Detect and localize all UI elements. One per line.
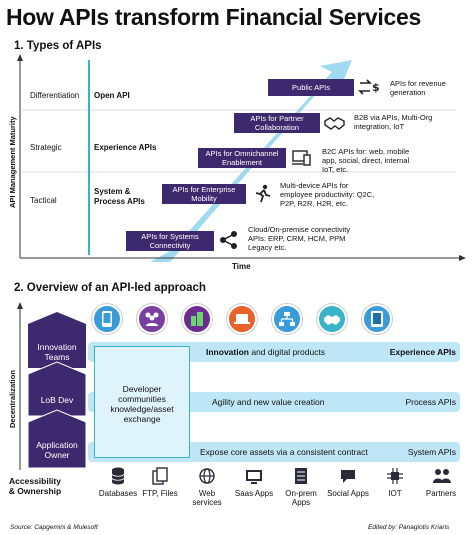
row-level-differentiation: Differentiation <box>30 91 80 100</box>
handshake-icon <box>317 304 347 334</box>
network-icon <box>272 304 302 334</box>
people-icon <box>137 304 167 334</box>
stage-tag-systems-connectivity: APIs for Systems Connectivity <box>126 231 214 251</box>
developer-communities-text: Developer communities knowledge/asset ex… <box>110 384 174 424</box>
bottom-label-on-prem-apps: On-prem Apps <box>285 489 317 507</box>
decentralization-axis <box>17 302 23 470</box>
stage-desc-systems-connectivity: Cloud/On-premise connectivity APIs: ERP,… <box>248 225 351 252</box>
saas-icon <box>243 466 265 486</box>
maturity-chart-axes <box>17 54 466 262</box>
row-level-strategic: Strategic <box>30 143 62 152</box>
handshake-icon <box>324 113 346 133</box>
footer-credit: Edited by: Panagiotis Kriaris <box>368 524 450 531</box>
section1-heading: 1. Types of APIs <box>14 40 102 52</box>
bottom-label-partners: Partners <box>425 489 457 498</box>
stage-desc-enterprise-mobility: Multi-device APIs for employee productiv… <box>280 181 375 208</box>
stage-desc-omnichannel: B2C APIs for: web, mobile app, social, d… <box>322 147 410 174</box>
iot-icon <box>384 466 406 486</box>
developer-communities-box <box>94 346 190 458</box>
stage-tag-partner-collaboration: APIs for Partner Collaboration <box>234 113 320 133</box>
owner-innovation-teams: Innovation Teams <box>37 342 77 362</box>
accountability-label: Accessibility & Ownership <box>8 476 62 496</box>
files-icon <box>149 466 171 486</box>
svg-text:$: $ <box>372 81 380 94</box>
partners-icon <box>431 466 453 486</box>
database-icon <box>107 466 129 486</box>
bottom-label-web-services: Web services <box>192 489 222 507</box>
stage-tag-public-apis: Public APIs <box>268 79 354 96</box>
layer-api-system: System APIs <box>407 447 456 457</box>
server-icon <box>290 466 312 486</box>
stage-desc-partner-collaboration: B2B via APIs, Multi-Org integration, IoT <box>354 113 433 131</box>
layer-api-process: Process APIs <box>405 397 456 407</box>
running-person-icon <box>252 184 274 204</box>
stage-desc-public-apis: APIs for revenue generation <box>390 79 446 97</box>
row-type-experience-apis: Experience APIs <box>94 143 157 152</box>
exchange-dollar-icon: $ <box>358 77 380 97</box>
tablet-icon <box>362 304 392 334</box>
row-type-open-api: Open API <box>94 91 130 100</box>
layer-api-experience: Experience APIs <box>389 347 456 357</box>
row-type-system-process-apis: System & Process APIs <box>94 187 145 206</box>
stage-tag-omnichannel: APIs for Omnichannel Enablement <box>198 148 286 168</box>
section1-y-axis-label: API Management Maturity <box>8 116 17 208</box>
laptop-icon <box>227 304 257 334</box>
social-icon <box>337 466 359 486</box>
bottom-label-ftp-files: FTP, Files <box>142 489 178 498</box>
section2-y-axis-label: Decentralization <box>8 370 17 428</box>
row-level-tactical: Tactical <box>30 196 57 205</box>
network-share-icon <box>218 230 240 250</box>
globe-icon <box>196 466 218 486</box>
bottom-label-saas-apps: Saas Apps <box>234 489 274 498</box>
layer-text-process: Agility and new value creation <box>212 397 325 407</box>
omnichannel-icon <box>290 148 312 168</box>
section1-x-axis-label: Time <box>232 262 251 271</box>
section2-heading: 2. Overview of an API-led approach <box>14 282 206 294</box>
bottom-label-databases: Databases <box>98 489 138 498</box>
owner-application-owner: Application Owner <box>36 440 78 460</box>
bottom-label-social-apps: Social Apps <box>327 489 369 498</box>
smartphone-icon <box>92 304 122 334</box>
page-title: How APIs transform Financial Services <box>6 4 421 30</box>
stage-tag-enterprise-mobility: APIs for Enterprise Mobility <box>162 184 246 204</box>
growth-arrow <box>150 60 352 262</box>
layer-text-system: Expose core assets via a consistent cont… <box>200 447 368 457</box>
owner-lob-dev: LoB Dev <box>40 395 74 405</box>
footer-source: Source: Capgemini & Mulesoft <box>10 524 98 531</box>
layer-text-experience: Innovation and digital products <box>206 347 326 357</box>
owner-chevrons <box>27 312 87 469</box>
building-icon <box>182 304 212 334</box>
bottom-label-iot: IOT <box>388 489 402 498</box>
